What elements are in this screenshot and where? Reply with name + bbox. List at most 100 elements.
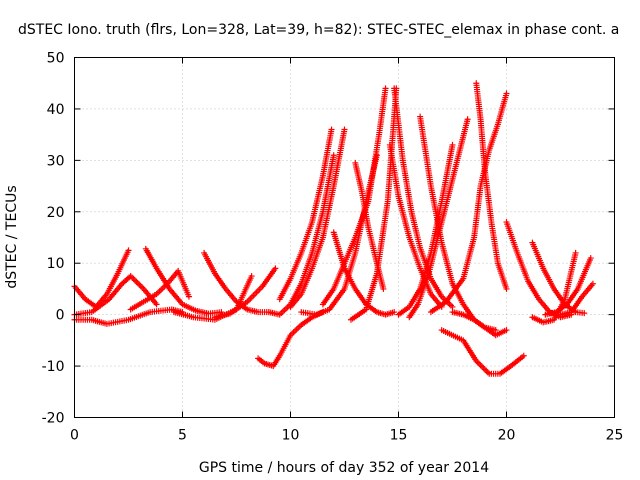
series-arc15 bbox=[330, 229, 398, 318]
data-point-run bbox=[515, 251, 531, 283]
data-point-run bbox=[565, 287, 580, 306]
data-point-run bbox=[417, 115, 434, 187]
data-point-run bbox=[90, 297, 111, 314]
data-point-run bbox=[289, 323, 303, 337]
data-point-run bbox=[415, 272, 432, 306]
data-point-run bbox=[277, 334, 293, 357]
data-point-run bbox=[331, 128, 348, 187]
data-point-run bbox=[471, 185, 484, 239]
data-point-run bbox=[488, 221, 501, 265]
data-point-run bbox=[104, 272, 120, 296]
grid bbox=[74, 57, 615, 418]
data-point-run bbox=[315, 307, 331, 317]
data-point-run bbox=[530, 241, 546, 270]
data-point-run bbox=[224, 287, 239, 304]
axis-ticks: 0 5 10 15 20 25 -20 -10 0 10 20 30 40 50 bbox=[42, 51, 624, 444]
data-point bbox=[449, 141, 456, 148]
data-point-run bbox=[439, 144, 456, 203]
series-arc18 bbox=[391, 85, 456, 310]
data-point-run bbox=[256, 356, 266, 366]
data-point-run bbox=[129, 274, 146, 291]
data-point-run bbox=[309, 236, 326, 270]
data-point-run bbox=[331, 231, 347, 270]
data-point-run bbox=[342, 236, 358, 265]
data-point-run bbox=[407, 287, 423, 309]
data-point-run bbox=[483, 325, 498, 338]
series-arc8 bbox=[211, 265, 279, 321]
x-tick-label: 0 bbox=[70, 428, 79, 444]
data-point-run bbox=[498, 364, 513, 376]
data-point-run bbox=[397, 305, 411, 317]
data-point bbox=[341, 126, 348, 133]
data-point bbox=[587, 255, 594, 262]
y-tick-label: -10 bbox=[42, 359, 65, 375]
data-point-run bbox=[486, 123, 501, 152]
data-point bbox=[464, 116, 471, 123]
series-arc5 bbox=[127, 267, 192, 313]
data-point bbox=[382, 85, 389, 92]
data-point bbox=[272, 265, 279, 272]
data-point-run bbox=[127, 309, 152, 323]
data-point-run bbox=[299, 267, 315, 296]
data-point bbox=[492, 327, 499, 334]
data-point-run bbox=[288, 251, 304, 280]
x-tick-label: 10 bbox=[282, 428, 300, 444]
data-point-run bbox=[462, 312, 476, 322]
data-point-run bbox=[428, 200, 445, 254]
x-tick-label: 20 bbox=[498, 428, 516, 444]
data-point-run bbox=[202, 251, 217, 275]
data-point-run bbox=[352, 161, 365, 193]
data-point-run bbox=[277, 277, 293, 301]
data-point-run bbox=[526, 280, 541, 301]
data-point-run bbox=[554, 302, 569, 314]
data-point-run bbox=[569, 295, 584, 314]
data-point bbox=[520, 352, 527, 359]
data-point-run bbox=[300, 309, 318, 318]
data-point bbox=[391, 309, 398, 316]
data-point-run bbox=[400, 159, 415, 213]
data-point-run bbox=[321, 287, 336, 306]
y-tick-label: -20 bbox=[42, 411, 65, 427]
data-point-run bbox=[452, 118, 471, 172]
data-point-run bbox=[537, 297, 552, 314]
data-point-run bbox=[353, 287, 368, 306]
data-point-run bbox=[155, 282, 169, 296]
series-arc31 bbox=[546, 280, 596, 318]
data-point-run bbox=[472, 317, 487, 330]
data-point-run bbox=[107, 282, 124, 301]
data-point-run bbox=[580, 282, 595, 299]
y-tick-label: 10 bbox=[47, 256, 65, 272]
chart-title: dSTEC Iono. truth (flrs, Lon=328, Lat=39… bbox=[18, 22, 619, 38]
data-point-run bbox=[142, 292, 158, 304]
data-point-run bbox=[429, 299, 448, 314]
data-point-run bbox=[407, 236, 423, 270]
data-point-run bbox=[428, 185, 445, 244]
y-tick-label: 20 bbox=[47, 205, 65, 221]
data-point bbox=[328, 126, 335, 133]
y-tick-label: 40 bbox=[47, 102, 65, 118]
data-point-run bbox=[149, 306, 173, 315]
data-point-run bbox=[342, 267, 358, 291]
data-point-run bbox=[365, 226, 380, 265]
series-arc11 bbox=[276, 126, 335, 303]
data-point bbox=[581, 310, 588, 317]
data-point-run bbox=[408, 210, 423, 249]
data-point-run bbox=[115, 249, 131, 275]
data-point-run bbox=[509, 354, 526, 368]
y-axis-label: dSTEC / TECUs bbox=[4, 185, 20, 288]
data-point bbox=[330, 152, 337, 159]
data-point-run bbox=[365, 133, 382, 203]
data-point-run bbox=[320, 154, 337, 213]
x-axis-label: GPS time / hours of day 352 of year 2014 bbox=[199, 460, 489, 476]
series-arc25 bbox=[438, 327, 527, 377]
data-point-run bbox=[417, 251, 434, 290]
data-point-run bbox=[90, 317, 109, 327]
series-arc9 bbox=[255, 309, 326, 370]
data-point-run bbox=[327, 287, 347, 311]
plot-frame bbox=[74, 57, 615, 418]
data-point-run bbox=[575, 257, 593, 290]
series-arc19 bbox=[386, 141, 445, 310]
data-point-run bbox=[320, 128, 335, 177]
data-point-run bbox=[143, 247, 159, 270]
